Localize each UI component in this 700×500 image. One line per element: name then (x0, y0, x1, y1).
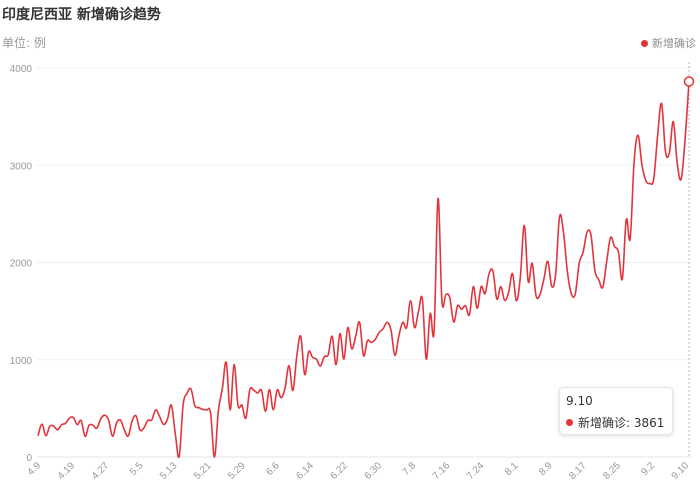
x-tick-label: 5.21 (192, 460, 214, 482)
x-tick-label: 6.6 (264, 460, 282, 478)
unit-label: 单位: 例 (2, 36, 46, 50)
series-line-new-cases (37, 81, 690, 459)
x-tick-label: 7.16 (431, 460, 453, 482)
x-tick-label: 6.30 (363, 460, 385, 482)
y-tick-label: 1000 (10, 356, 33, 367)
highlight-point[interactable] (683, 76, 695, 87)
x-tick-label: 8.9 (537, 460, 555, 478)
tooltip-text: 新增确诊: 3861 (578, 416, 665, 430)
x-tick-label: 6.22 (329, 460, 351, 482)
y-tick-label: 3000 (10, 161, 33, 172)
tooltip: 9.10 新增确诊: 3861 (559, 387, 673, 435)
x-tick-label: 7.8 (401, 460, 419, 478)
x-tick-label: 9.10 (670, 460, 692, 482)
tooltip-date: 9.10 (566, 394, 593, 408)
legend[interactable]: 新增确诊 (641, 35, 696, 51)
x-tick-label: 7.24 (465, 460, 487, 482)
x-tick-label: 8.17 (567, 460, 589, 482)
tooltip-dot-icon (566, 419, 573, 426)
x-tick-label: 5.5 (128, 460, 146, 478)
x-tick-label: 6.14 (294, 460, 316, 482)
x-tick-label: 9.2 (639, 460, 657, 478)
legend-dot-icon (641, 39, 648, 47)
tooltip-row: 新增确诊: 3861 (566, 414, 664, 431)
chart-title: 印度尼西亚 新增确诊趋势 (2, 7, 161, 23)
x-tick-label: 5.29 (226, 460, 248, 482)
x-tick-label: 8.25 (601, 460, 623, 482)
x-tick-label: 8.1 (503, 460, 521, 478)
x-tick-label: 5.13 (158, 460, 180, 482)
x-tick-label: 4.19 (56, 460, 78, 482)
legend-label: 新增确诊 (652, 37, 696, 50)
y-tick-label: 4000 (10, 64, 33, 75)
y-tick-label: 0 (26, 453, 32, 464)
x-tick-label: 4.27 (90, 460, 112, 482)
y-tick-label: 2000 (10, 259, 33, 270)
